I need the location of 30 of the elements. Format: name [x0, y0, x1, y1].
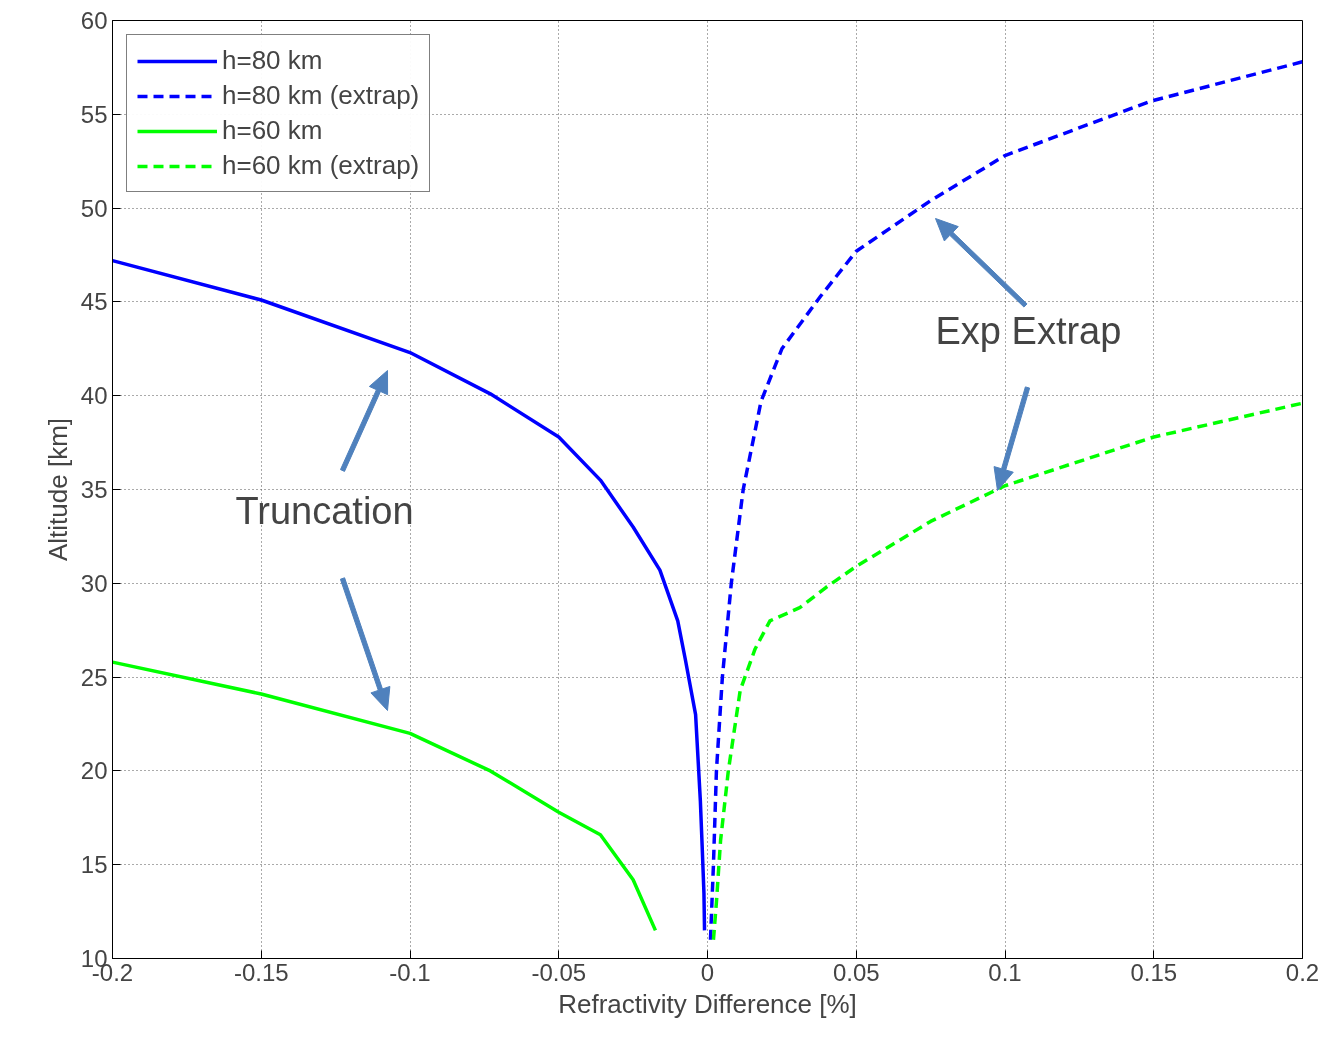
- annotation: Truncation: [235, 489, 414, 532]
- x-tick-label: -0.05: [531, 958, 587, 986]
- legend-label: h=80 km: [222, 45, 323, 76]
- x-tick-label: 0: [700, 958, 715, 986]
- x-tick-label: 0.2: [1285, 958, 1320, 986]
- y-tick-label: 25: [80, 663, 108, 691]
- x-tick-label: 0.05: [832, 958, 880, 986]
- y-tick-label: 45: [80, 288, 108, 316]
- y-tick-label: 60: [80, 7, 108, 34]
- x-axis-title: Refractivity Difference [%]: [558, 988, 857, 1019]
- y-tick-label: 50: [80, 194, 108, 222]
- y-tick-label: 35: [80, 476, 108, 503]
- line-series: [708, 60, 1303, 942]
- legend-label: h=60 km (extrap): [222, 150, 420, 181]
- y-tick-label: 20: [80, 757, 108, 785]
- y-tick-label: 30: [80, 569, 108, 597]
- legend-label: h=60 km: [222, 115, 323, 146]
- y-axis-title: Altitude [km]: [42, 417, 73, 562]
- y-tick-label: 40: [80, 382, 108, 410]
- x-tick-label: 0.15: [1130, 958, 1178, 986]
- legend-label: h=80 km (extrap): [222, 80, 420, 111]
- line-series: [112, 660, 658, 933]
- x-tick-label: -0.1: [389, 958, 431, 986]
- x-tick-label: -0.15: [233, 958, 289, 986]
- y-tick-label: 15: [80, 851, 108, 879]
- y-tick-label: 55: [80, 100, 108, 128]
- annotation: Exp Extrap: [935, 309, 1122, 352]
- x-tick-label: 0.1: [988, 958, 1022, 986]
- line-series: [711, 401, 1303, 942]
- line-series: [112, 258, 707, 933]
